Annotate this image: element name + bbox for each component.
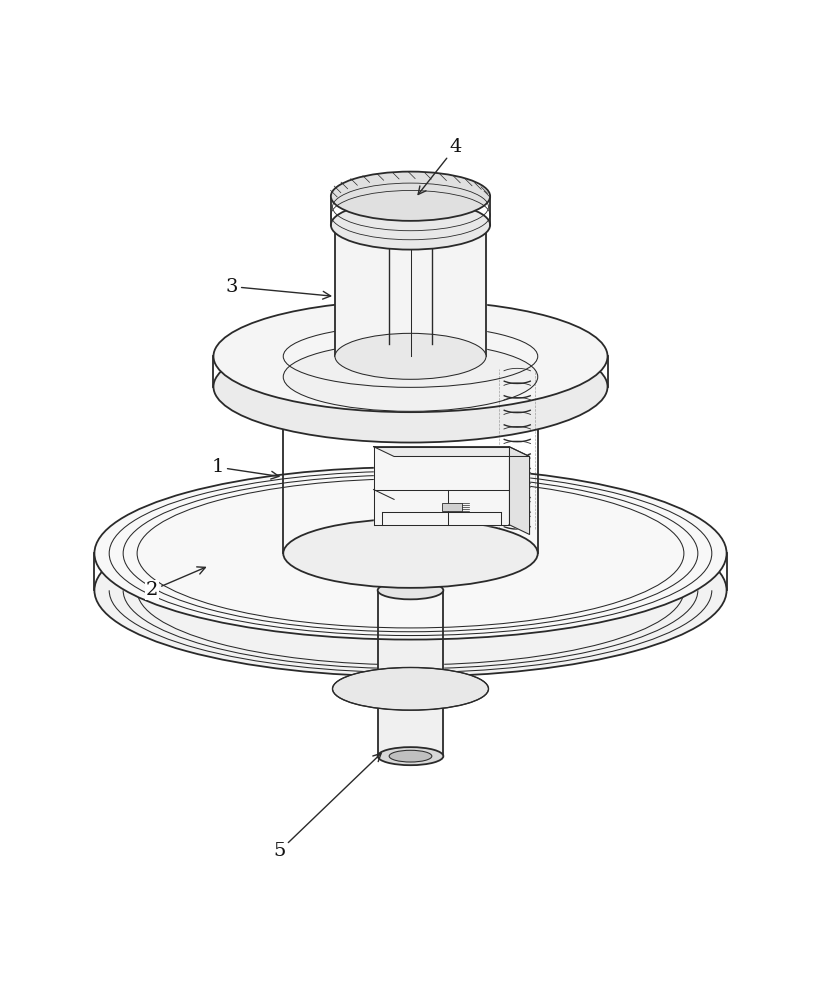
Ellipse shape	[335, 202, 486, 248]
Text: 2: 2	[145, 567, 205, 599]
Ellipse shape	[331, 200, 490, 250]
Text: 5: 5	[273, 753, 381, 860]
Ellipse shape	[378, 581, 443, 599]
Ellipse shape	[94, 504, 727, 677]
Polygon shape	[509, 447, 530, 534]
Ellipse shape	[213, 331, 608, 443]
Bar	[443, 503, 462, 511]
Polygon shape	[374, 447, 509, 525]
Ellipse shape	[335, 333, 486, 379]
Text: 4: 4	[418, 138, 462, 194]
Polygon shape	[378, 590, 443, 756]
Text: 1: 1	[211, 458, 279, 479]
Ellipse shape	[378, 747, 443, 765]
Ellipse shape	[333, 667, 488, 710]
Polygon shape	[335, 225, 486, 356]
Ellipse shape	[283, 519, 538, 588]
Ellipse shape	[283, 342, 538, 411]
Ellipse shape	[213, 300, 608, 412]
Ellipse shape	[389, 750, 432, 762]
Text: 3: 3	[225, 278, 331, 299]
Ellipse shape	[94, 467, 727, 640]
Polygon shape	[374, 447, 530, 456]
Ellipse shape	[331, 172, 490, 221]
